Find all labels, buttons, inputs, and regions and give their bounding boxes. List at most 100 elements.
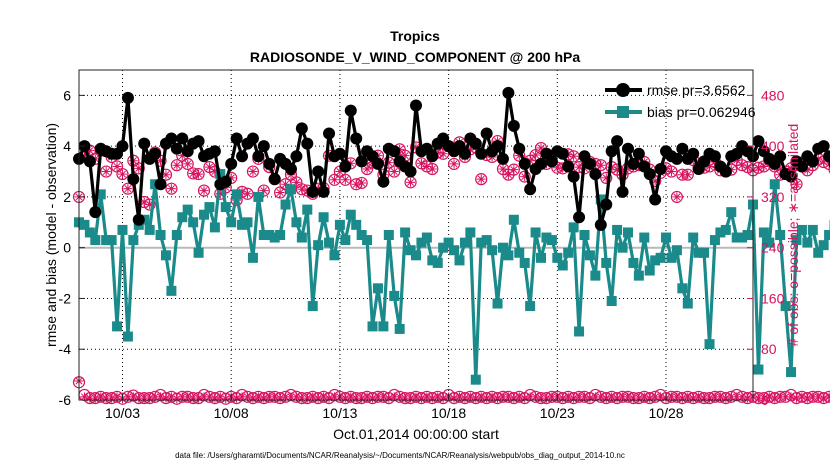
obs-possible-upper-point [197, 184, 211, 197]
obs-assimilated-point [183, 392, 193, 402]
bias-point [541, 232, 552, 243]
obs-assimilated-upper-point [601, 173, 611, 183]
obs-assimilated-upper-point [243, 189, 252, 199]
bias-point [242, 217, 253, 228]
obs-possible-upper-point [828, 165, 830, 174]
obs-assimilated-point [585, 393, 595, 403]
obs-assimilated-point [503, 392, 513, 402]
obs-assimilated-upper-point [177, 151, 187, 161]
bias-point [253, 191, 264, 202]
bias-point [786, 367, 797, 378]
obs-assimilated-point [378, 392, 388, 402]
obs-assimilated-upper-point [351, 179, 361, 189]
obs-assimilated-upper-point [411, 142, 421, 152]
obs-assimilated-point [520, 393, 530, 403]
obs-assimilated-upper-point [683, 170, 693, 180]
legend-rmse-marker [616, 83, 630, 97]
obs-possible-upper-point [447, 157, 461, 171]
obs-assimilated-upper-point [281, 179, 291, 189]
obs-assimilated-upper-point [449, 159, 459, 169]
rmse-point [502, 86, 515, 99]
rmse-point [154, 178, 167, 191]
obs-assimilated-point [612, 393, 622, 403]
bias-point [644, 265, 655, 276]
obs-assimilated-point [112, 392, 122, 402]
bias-point [737, 232, 748, 243]
obs-assimilated-point [705, 393, 715, 403]
bias-point [802, 237, 813, 248]
obs-assimilated-upper-point [194, 169, 204, 179]
x-tick-label: 10/18 [431, 405, 466, 421]
obs-assimilated-upper-point [416, 158, 426, 168]
rmse-point [236, 150, 249, 163]
rmse-point [605, 145, 618, 158]
obs-assimilated-point [743, 393, 753, 403]
obs-assimilated-point [482, 393, 492, 403]
bias-point [454, 255, 465, 266]
y-tick-label: -6 [59, 392, 72, 408]
bias-point [720, 224, 731, 235]
obs-assimilated-point [710, 392, 720, 402]
rmse-point [208, 145, 221, 158]
obs-assimilated-point [618, 392, 628, 402]
obs-possible-upper-point [100, 165, 113, 178]
bias-point [313, 240, 324, 251]
obs-assimilated-point [362, 392, 372, 402]
obs-assimilated-point [134, 393, 144, 403]
rmse-point [257, 140, 270, 153]
obs-assimilated-point [824, 392, 830, 402]
rmse-point [138, 137, 151, 150]
rmse-point [263, 157, 276, 170]
obs-assimilated-point [128, 392, 138, 402]
rmse-point [774, 150, 787, 163]
obs-assimilated-point [351, 393, 361, 403]
bias-point [536, 252, 547, 263]
obs-assimilated-upper-point [525, 156, 535, 166]
obs-assimilated-upper-point [596, 160, 606, 170]
obs-assimilated-upper-point [204, 162, 214, 172]
obs-assimilated-point [79, 392, 89, 402]
obs-assimilated-point [221, 394, 231, 404]
rmse-point [621, 142, 634, 155]
x-tick-label: 10/28 [649, 405, 684, 421]
obs-assimilated-point [264, 392, 274, 402]
rmse-point [295, 122, 308, 135]
y-tick-label: 2 [63, 189, 71, 205]
bias-point [285, 184, 296, 195]
bias-point [688, 232, 699, 243]
obs-assimilated-upper-point [607, 162, 617, 172]
obs-assimilated-upper-point [172, 160, 182, 170]
bias-point [546, 235, 557, 246]
bias-point [226, 217, 237, 228]
rmse-point [632, 147, 645, 160]
rmse-point [573, 211, 586, 224]
obs-assimilated-point [547, 392, 557, 402]
bias-point [552, 252, 563, 263]
rmse-point [589, 168, 602, 181]
rmse-point [806, 155, 819, 168]
bias-point [220, 202, 231, 213]
obs-assimilated-upper-point [123, 184, 133, 194]
bias-point [362, 235, 373, 246]
obs-assimilated-upper-point [819, 157, 829, 167]
obs-assimilated-point [509, 393, 519, 403]
obs-assimilated-point [775, 392, 785, 402]
obs-assimilated-point [368, 393, 378, 403]
obs-assimilated-point [313, 393, 323, 403]
obs-assimilated-upper-point [145, 200, 155, 210]
rmse-point [719, 165, 732, 178]
bias-point [106, 235, 117, 246]
rmse-point [627, 157, 640, 170]
obs-assimilated-point [384, 393, 394, 403]
bias-point [704, 339, 715, 350]
obs-assimilated-upper-point [297, 184, 307, 194]
bias-point [324, 237, 335, 248]
bias-point [628, 257, 639, 268]
rmse-point [404, 165, 417, 178]
bias-point [258, 230, 269, 240]
rmse-point [496, 152, 509, 165]
obs-assimilated-upper-point [384, 158, 394, 168]
rmse-point [83, 155, 96, 168]
bias-point [367, 321, 378, 332]
bias-point [514, 247, 525, 258]
